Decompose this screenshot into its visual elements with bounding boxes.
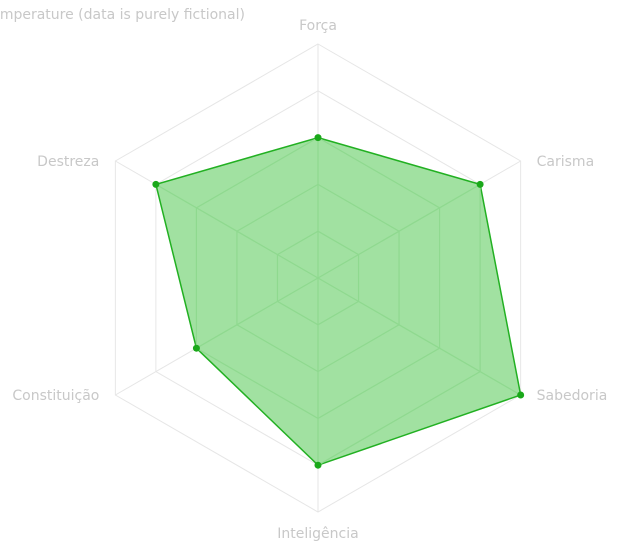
data-point[interactable] (152, 180, 160, 188)
axis-label: Sabedoria (537, 388, 608, 404)
data-point[interactable] (314, 134, 322, 142)
axis-labels: Força Carisma Sabedoria Inteligência Constit… (12, 18, 607, 542)
data-point[interactable] (314, 461, 322, 469)
grid-spoke-inner (155, 160, 319, 279)
axis-label: Inteligência (277, 526, 358, 542)
axis-label: Constituição (12, 388, 99, 404)
chart-title: Temperature (data is purely fictional) (0, 7, 245, 23)
data-point[interactable] (517, 391, 525, 399)
data-points (152, 134, 525, 469)
grid-spoke-inner (155, 277, 319, 396)
data-point[interactable] (192, 344, 200, 352)
axis-label: Força (299, 18, 337, 34)
axis-label: Destreza (37, 154, 99, 170)
data-area (154, 136, 522, 467)
series-area (154, 136, 522, 467)
grid-spoke-inner (317, 277, 521, 396)
inner-grid (155, 137, 521, 466)
data-point[interactable] (476, 180, 484, 188)
axis-label: Carisma (537, 154, 595, 170)
